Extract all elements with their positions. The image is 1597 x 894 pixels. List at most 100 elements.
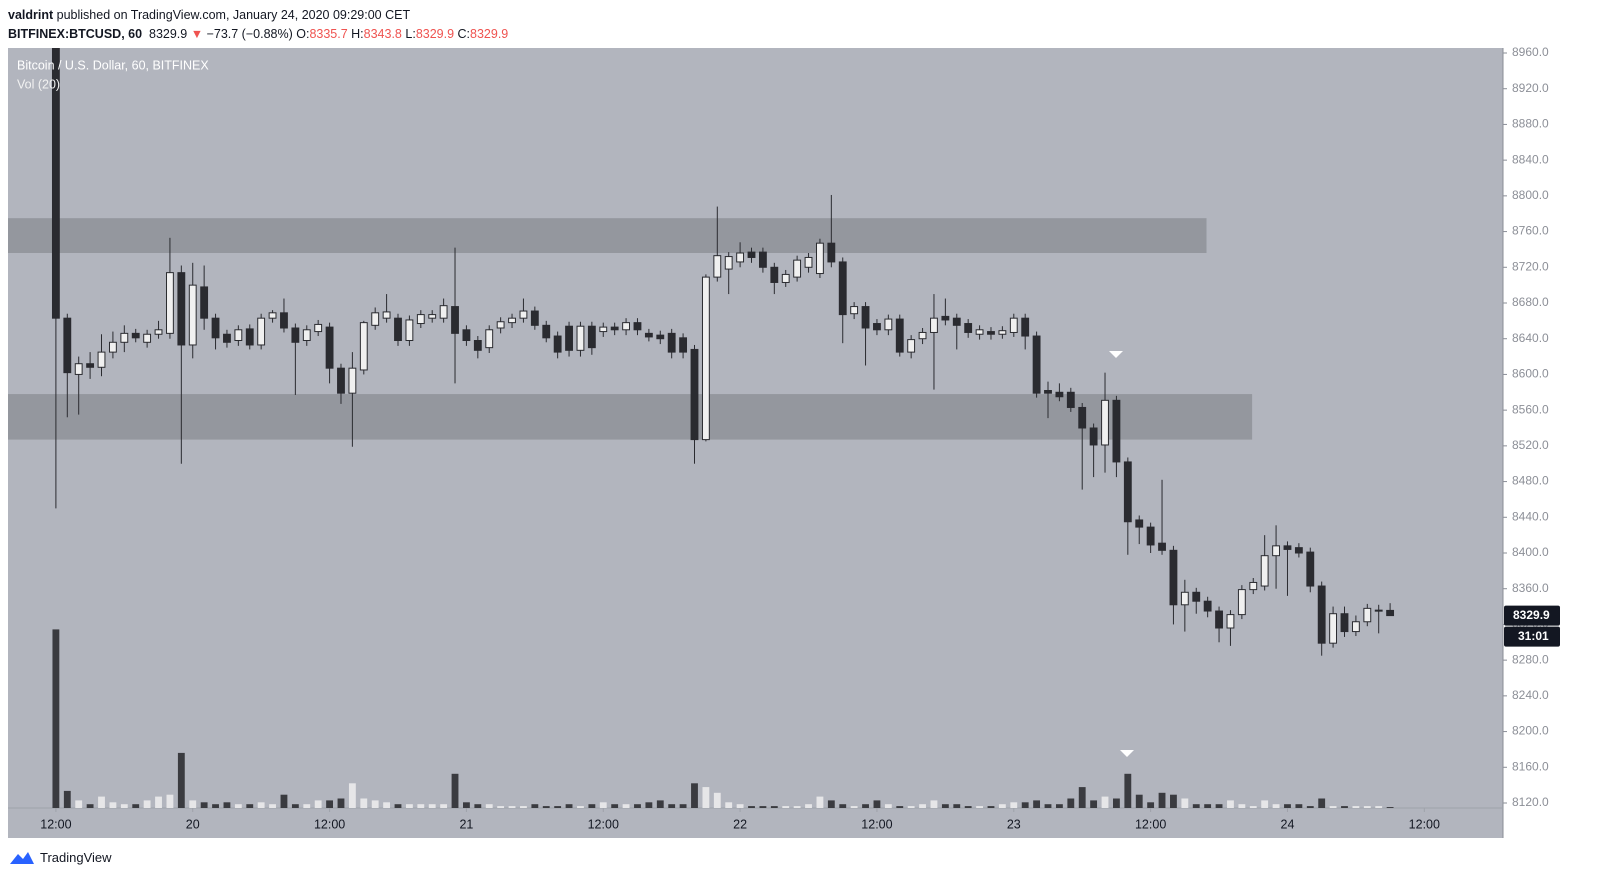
brand: TradingView <box>40 850 112 865</box>
y-tick-label: 8920.0 <box>1512 81 1549 95</box>
candle-body <box>976 330 983 334</box>
candle-body <box>303 330 310 341</box>
volume-bar <box>497 806 504 808</box>
candle-body <box>725 257 732 270</box>
volume-bar <box>805 804 812 808</box>
volume-bar <box>1090 800 1097 808</box>
y-tick-label: 8240.0 <box>1512 688 1549 702</box>
indicator-label: Vol (20) <box>17 77 60 91</box>
x-tick-label: 22 <box>733 817 747 831</box>
candle-body <box>965 324 972 333</box>
candle-body <box>235 330 242 341</box>
candle-body <box>759 252 766 267</box>
candle-body <box>1022 318 1029 336</box>
volume-bar <box>463 802 470 808</box>
candle-body <box>794 260 801 277</box>
candle-body <box>988 332 995 335</box>
candle-body <box>1045 391 1052 394</box>
candle-body <box>1318 586 1325 643</box>
volume-bar <box>383 802 390 808</box>
y-tick-label: 8640.0 <box>1512 331 1549 345</box>
candle-body <box>531 311 538 325</box>
candle-body <box>98 352 105 367</box>
volume-bar <box>1216 804 1223 808</box>
volume-bar <box>1136 795 1143 808</box>
candle-body <box>782 274 789 282</box>
candle-body <box>121 333 128 342</box>
candle-body <box>155 330 162 334</box>
volume-bar <box>817 797 824 808</box>
x-tick-label: 12:00 <box>861 817 892 831</box>
candle-body <box>326 327 333 368</box>
volume-bar <box>235 804 242 808</box>
volume-bar <box>1273 804 1280 808</box>
volume-bar <box>1113 799 1120 809</box>
candle-body <box>771 267 778 282</box>
volume-bar <box>1056 804 1063 808</box>
volume-bar <box>75 800 82 808</box>
volume-bar <box>668 804 675 808</box>
y-tick-label: 8200.0 <box>1512 724 1549 738</box>
volume-bar <box>1045 804 1052 808</box>
volume-bar <box>212 804 219 808</box>
volume-bar <box>144 800 151 808</box>
candle-body <box>292 328 299 342</box>
candle-body <box>429 315 436 319</box>
plot-background <box>8 48 1503 838</box>
candle-body <box>64 318 71 372</box>
candle-body <box>1238 590 1245 615</box>
volume-bar <box>1318 799 1325 809</box>
volume-bar <box>748 806 755 808</box>
candle-body <box>657 335 664 339</box>
volume-bar <box>1250 806 1257 808</box>
candle-body <box>509 318 516 322</box>
volume-bar <box>303 804 310 808</box>
candle-body <box>87 364 94 368</box>
candle-body <box>246 329 253 345</box>
candle-body <box>520 311 527 318</box>
candle-body <box>702 277 709 440</box>
y-tick-label: 8440.0 <box>1512 509 1549 523</box>
volume-bar <box>486 804 493 808</box>
volume-bar <box>1307 806 1314 808</box>
footer: TradingView <box>8 848 112 866</box>
volume-bar <box>1387 807 1394 808</box>
volume-bar <box>645 802 652 808</box>
volume-bar <box>1033 800 1040 808</box>
volume-bar <box>1022 802 1029 808</box>
y-tick-label: 8160.0 <box>1512 759 1549 773</box>
volume-bar <box>315 800 322 808</box>
volume-bar <box>155 797 162 808</box>
volume-bar <box>1204 804 1211 808</box>
volume-bar <box>1364 806 1371 808</box>
price-zone <box>8 218 1207 253</box>
volume-bar <box>885 804 892 808</box>
volume-bar <box>577 806 584 808</box>
volume-bar <box>520 806 527 808</box>
candle-body <box>828 243 835 262</box>
volume-bar <box>509 806 516 808</box>
volume-bar <box>98 797 105 808</box>
candle-body <box>600 327 607 331</box>
volume-bar <box>1295 804 1302 808</box>
candle-body <box>554 336 561 352</box>
candle-body <box>189 285 196 345</box>
volume-bar <box>725 802 732 808</box>
candle-body <box>566 326 573 350</box>
candle-body <box>1364 608 1371 621</box>
candle-body <box>201 287 208 318</box>
volume-bar <box>702 787 709 808</box>
volume-bar <box>1330 806 1337 808</box>
y-tick-label: 8120.0 <box>1512 795 1549 809</box>
candle-body <box>1056 392 1063 396</box>
candle-body <box>178 273 185 345</box>
candle-body <box>212 318 219 338</box>
candle-body <box>1295 548 1302 553</box>
y-tick-label: 8360.0 <box>1512 581 1549 595</box>
volume-bar <box>896 806 903 808</box>
candle-body <box>1170 550 1177 604</box>
candle-body <box>588 326 595 347</box>
candle-body <box>851 307 858 314</box>
candle-body <box>862 307 869 328</box>
volume-bar <box>1352 806 1359 808</box>
